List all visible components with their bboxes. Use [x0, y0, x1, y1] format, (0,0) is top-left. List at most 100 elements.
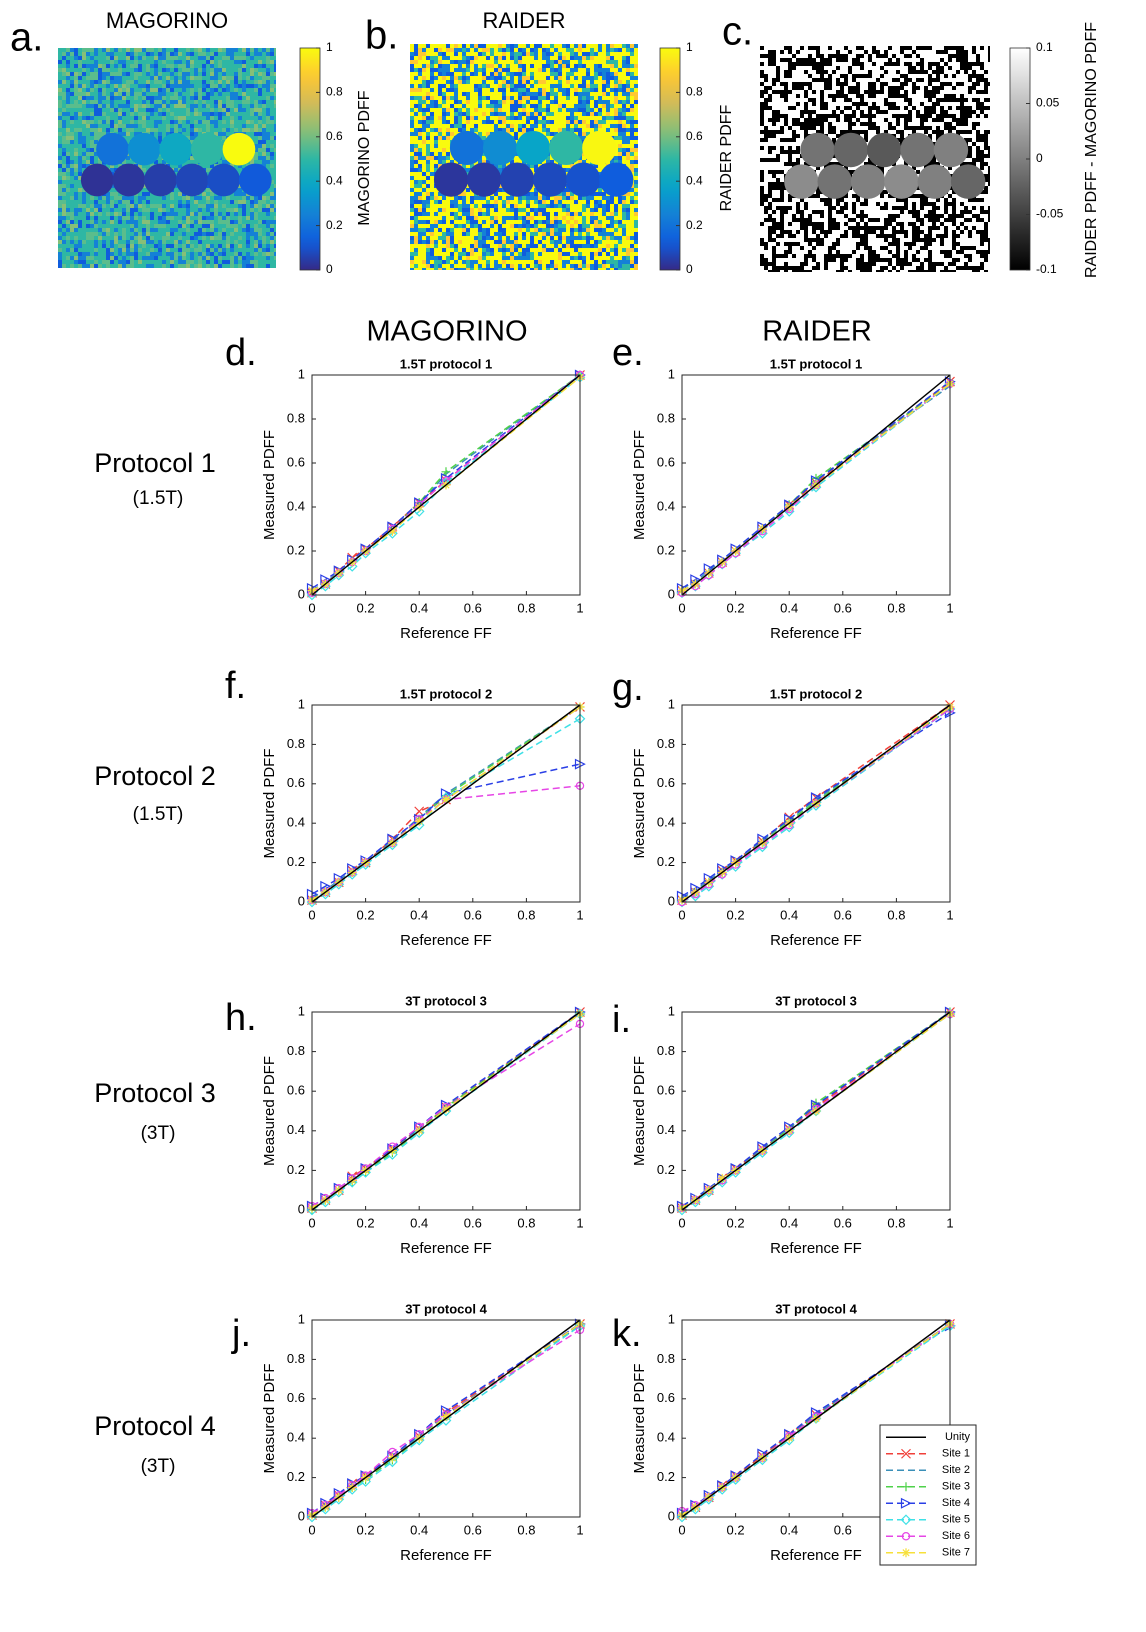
vial	[533, 163, 567, 197]
vial	[516, 131, 550, 165]
vial	[113, 164, 146, 197]
row-sublabel: (1.5T)	[133, 488, 184, 509]
y-tick-label: 1	[668, 1311, 675, 1326]
y-tick-label: 0.6	[287, 1083, 305, 1098]
colorbar	[300, 48, 320, 270]
x-tick-label: 0.8	[517, 1215, 535, 1230]
y-tick-label: 0.4	[657, 1122, 675, 1137]
y-axis-label: Measured PDFF	[261, 1363, 278, 1473]
x-tick-label: 0.2	[727, 600, 745, 615]
x-tick-label: 0.2	[357, 907, 375, 922]
vial	[159, 133, 192, 166]
x-tick-label: 0	[678, 907, 685, 922]
x-tick-label: 0	[308, 1215, 315, 1230]
vial	[784, 164, 819, 199]
legend-label: Site 2	[942, 1464, 970, 1476]
y-tick-label: 0	[668, 586, 675, 601]
y-tick-label: 0.8	[287, 1351, 305, 1366]
figure: MAGORINORAIDERProtocol 1(1.5T)Protocol 2…	[0, 0, 1146, 1632]
y-tick-label: 0.2	[287, 1162, 305, 1177]
legend-label: Site 4	[942, 1497, 970, 1509]
chart-title: 3T protocol 3	[775, 993, 857, 1008]
panel-letter: b.	[365, 14, 398, 58]
x-tick-label: 0.8	[517, 600, 535, 615]
x-tick-label: 0	[308, 1522, 315, 1537]
colorbar-tick-label: 0	[326, 262, 333, 276]
vial	[144, 164, 177, 197]
x-tick-label: 0.6	[834, 600, 852, 615]
colorbar-tick-label: 0.2	[686, 218, 703, 232]
y-tick-label: 0.2	[287, 854, 305, 869]
x-tick-label: 0.4	[780, 1522, 798, 1537]
x-tick-label: 0.6	[464, 600, 482, 615]
vial	[566, 163, 600, 197]
y-tick-label: 0.8	[657, 736, 675, 751]
column-header: MAGORINO	[366, 316, 527, 348]
y-tick-label: 0.6	[657, 1390, 675, 1405]
x-tick-label: 0	[678, 1215, 685, 1230]
vial	[191, 133, 224, 166]
x-tick-label: 0.8	[517, 907, 535, 922]
y-tick-label: 0	[668, 1201, 675, 1216]
vial	[239, 164, 272, 197]
y-tick-label: 1	[668, 1003, 675, 1018]
y-tick-label: 1	[298, 1311, 305, 1326]
vial	[176, 164, 209, 197]
y-tick-label: 1	[668, 366, 675, 381]
colorbar-tick-label: 0.2	[326, 218, 343, 232]
panel-letter: k.	[612, 1313, 642, 1355]
vial	[81, 164, 114, 197]
vial	[549, 131, 583, 165]
x-tick-label: 0.4	[410, 907, 428, 922]
x-tick-label: 0.8	[887, 907, 905, 922]
panel-letter: e.	[612, 332, 644, 374]
x-axis-label: Reference FF	[400, 932, 492, 949]
legend-label: Unity	[945, 1431, 971, 1443]
x-tick-label: 0.8	[517, 1522, 535, 1537]
x-axis-label: Reference FF	[770, 1240, 862, 1257]
y-tick-label: 0.4	[657, 815, 675, 830]
y-tick-label: 0.4	[287, 1430, 305, 1445]
colorbar-tick-label: 1	[686, 40, 693, 54]
x-tick-label: 0	[308, 907, 315, 922]
vial	[582, 131, 616, 165]
vial	[450, 131, 484, 165]
colorbar-tick-label: 0.6	[686, 129, 703, 143]
row-label: Protocol 2	[94, 761, 216, 791]
y-tick-label: 0.6	[287, 454, 305, 469]
x-tick-label: 0.8	[887, 600, 905, 615]
x-axis-label: Reference FF	[400, 1240, 492, 1257]
legend-label: Site 1	[942, 1448, 970, 1460]
chart-title: 1.5T protocol 1	[400, 356, 492, 371]
x-tick-label: 0.2	[727, 1215, 745, 1230]
y-tick-label: 0.6	[287, 775, 305, 790]
x-axis-label: Reference FF	[770, 625, 862, 642]
vial	[207, 164, 240, 197]
y-tick-label: 0.6	[287, 1390, 305, 1405]
vial	[818, 164, 853, 199]
y-tick-label: 0	[668, 1508, 675, 1523]
panel-letter: h.	[225, 997, 257, 1039]
colorbar-tick-label: 1	[326, 40, 333, 54]
y-tick-label: 1	[668, 696, 675, 711]
column-header: RAIDER	[762, 316, 872, 348]
y-axis-label: Measured PDFF	[261, 748, 278, 858]
y-tick-label: 0	[668, 893, 675, 908]
vial	[800, 133, 835, 168]
x-tick-label: 1	[946, 1215, 953, 1230]
chart-title: 3T protocol 4	[405, 1301, 487, 1316]
y-tick-label: 0.8	[657, 410, 675, 425]
y-axis-label: Measured PDFF	[261, 1056, 278, 1166]
row-sublabel: (3T)	[141, 1123, 176, 1144]
y-tick-label: 1	[298, 366, 305, 381]
panel-letter: a.	[10, 16, 43, 60]
legend-label: Site 5	[942, 1514, 970, 1526]
colorbar-tick-label: -0.1	[1036, 262, 1057, 276]
vial	[96, 133, 129, 166]
colorbar-label: RAIDER PDFF - MAGORINO PDFF	[1083, 22, 1100, 278]
x-axis-label: Reference FF	[400, 1547, 492, 1564]
legend-label: Site 7	[942, 1547, 970, 1559]
colorbar-tick-label: 0	[686, 262, 693, 276]
chart-title: 1.5T protocol 2	[770, 686, 862, 701]
x-tick-label: 0.2	[727, 1522, 745, 1537]
